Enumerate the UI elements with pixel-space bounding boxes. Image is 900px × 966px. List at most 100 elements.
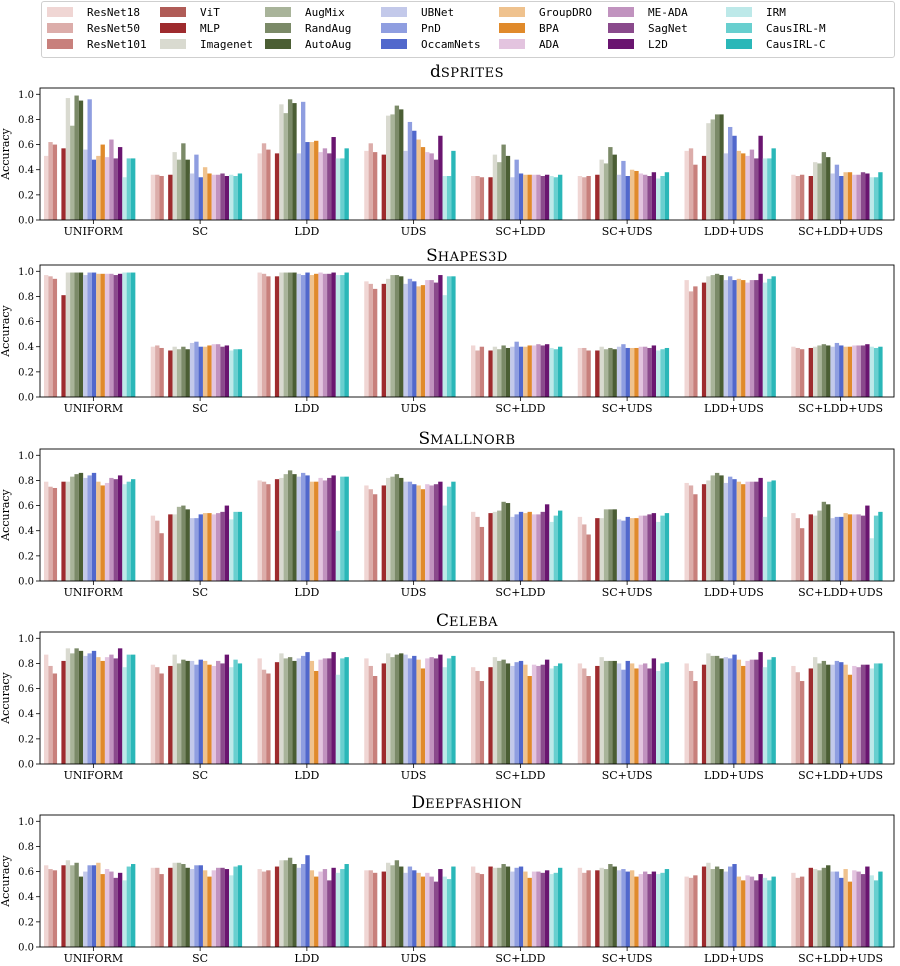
- bar: [664, 662, 670, 764]
- legend-label: IRM: [766, 5, 786, 19]
- bar: [878, 663, 883, 764]
- bar: [723, 657, 728, 764]
- x-tick-label: UNIFORM: [64, 586, 123, 599]
- bar: [202, 870, 208, 947]
- bar: [660, 663, 665, 764]
- bar: [595, 174, 600, 220]
- bar: [660, 872, 665, 947]
- bar: [131, 272, 136, 397]
- bar: [216, 867, 221, 947]
- bar: [634, 170, 639, 220]
- bar: [688, 877, 694, 947]
- bar: [821, 152, 827, 220]
- bar: [732, 479, 737, 581]
- bar: [595, 518, 600, 581]
- bar: [61, 295, 66, 397]
- bar: [799, 349, 805, 397]
- legend-item: GroupDRO: [499, 5, 592, 19]
- bar: [603, 869, 609, 947]
- legend-label: CausIRL-C: [766, 37, 826, 51]
- bar: [714, 472, 720, 581]
- bar: [510, 871, 515, 947]
- bar: [826, 504, 831, 581]
- bar: [331, 867, 336, 947]
- bar: [518, 660, 524, 764]
- bar: [194, 664, 199, 764]
- bar: [52, 870, 58, 947]
- bar: [514, 867, 519, 947]
- legend-item: ADA: [499, 37, 559, 51]
- bar: [643, 871, 648, 947]
- bar: [220, 511, 225, 581]
- bar: [425, 484, 430, 581]
- bar: [647, 514, 652, 581]
- bar: [808, 347, 813, 397]
- bar: [826, 865, 831, 947]
- bar: [176, 349, 182, 397]
- bar: [621, 160, 626, 220]
- bar: [44, 865, 49, 947]
- bar: [442, 505, 447, 581]
- bar: [544, 659, 550, 764]
- x-tick-label: SC+LDD+UDS: [798, 586, 883, 599]
- bar: [386, 278, 391, 397]
- bar: [625, 516, 630, 581]
- bar: [531, 174, 537, 220]
- legend-swatch: [608, 23, 634, 33]
- bar: [386, 477, 391, 581]
- legend-swatch: [499, 7, 525, 17]
- bar: [425, 280, 430, 397]
- bar: [318, 477, 323, 581]
- bar: [185, 159, 190, 220]
- bar: [830, 346, 835, 397]
- bar: [399, 866, 404, 947]
- bar: [536, 514, 541, 581]
- bar: [335, 674, 341, 764]
- bar: [292, 272, 297, 397]
- x-tick-label: LDD+UDS: [704, 225, 764, 238]
- bar: [728, 276, 733, 397]
- bar: [531, 345, 537, 397]
- bar: [96, 155, 101, 220]
- x-tick-label: UNIFORM: [64, 769, 123, 782]
- bar: [749, 481, 755, 581]
- bar: [664, 347, 670, 397]
- bar: [488, 866, 493, 947]
- bar: [518, 346, 524, 397]
- bar: [723, 280, 728, 397]
- bar: [531, 871, 537, 947]
- bar: [616, 519, 622, 581]
- bar: [407, 121, 413, 220]
- bar: [536, 665, 541, 764]
- bar: [531, 664, 537, 764]
- bar: [189, 173, 195, 220]
- bar: [429, 657, 434, 764]
- legend-item: IRM: [726, 5, 786, 19]
- y-tick-label: 1.0: [18, 634, 34, 645]
- bar: [48, 142, 53, 220]
- bar: [518, 866, 524, 947]
- bar: [229, 350, 234, 397]
- bar: [701, 866, 707, 947]
- y-tick-label: 0.8: [18, 115, 34, 126]
- bar: [634, 518, 639, 581]
- bar: [767, 158, 772, 220]
- bar: [723, 482, 728, 581]
- bar: [189, 869, 195, 947]
- legend-swatch: [265, 39, 291, 49]
- bar: [327, 880, 332, 947]
- legend-item: L2D: [608, 37, 668, 51]
- bar: [412, 870, 417, 947]
- bar: [621, 344, 626, 397]
- bar: [839, 516, 844, 581]
- bar: [274, 153, 280, 220]
- bar: [684, 663, 689, 764]
- bar: [714, 114, 720, 220]
- legend-swatch: [381, 23, 407, 33]
- bar: [181, 864, 186, 947]
- x-tick-label: SC: [192, 952, 208, 965]
- bar: [599, 657, 604, 764]
- bar: [843, 869, 848, 947]
- bar: [762, 667, 768, 764]
- bar: [643, 174, 648, 220]
